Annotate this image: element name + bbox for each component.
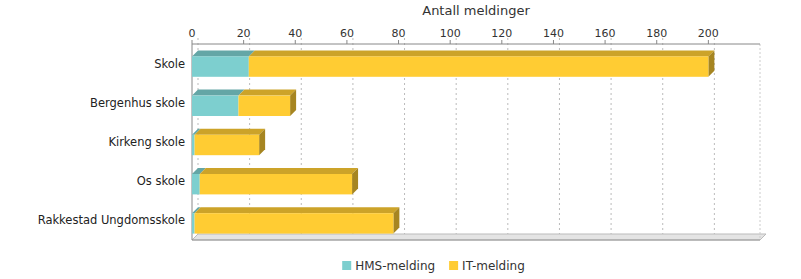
category-label: Bergenhus skole	[90, 96, 185, 110]
category-label: Rakkestad Ungdomsskole	[38, 213, 185, 227]
legend-swatch	[342, 261, 351, 270]
bar-side	[708, 50, 714, 76]
bar-top	[192, 90, 244, 96]
tick-label: 160	[595, 27, 616, 40]
tick-label: 100	[440, 27, 461, 40]
tick-mark	[553, 40, 554, 44]
tick-mark	[346, 40, 347, 44]
floor	[192, 234, 766, 240]
tick-mark	[708, 40, 709, 44]
bar-top	[200, 168, 358, 174]
axis-title: Antall meldinger	[422, 3, 530, 18]
tick-label: 60	[340, 27, 354, 40]
bar-top	[249, 50, 715, 56]
tick-label: 200	[698, 27, 719, 40]
bar-top	[238, 90, 296, 96]
tick-label: 180	[646, 27, 667, 40]
chart: Antall meldinger 0 20 40 60 80 100 120 140 160 180…	[0, 0, 801, 279]
bar	[192, 96, 238, 116]
tick-label: 140	[543, 27, 564, 40]
category-label: Kirkeng skole	[108, 135, 185, 149]
tick-mark	[243, 40, 244, 44]
bar	[192, 56, 249, 76]
bar	[192, 174, 200, 194]
tick-mark	[450, 40, 451, 44]
bar	[238, 96, 290, 116]
chart-svg: Antall meldinger 0 20 40 60 80 100 120 140 160 180…	[0, 0, 801, 279]
bar-side	[259, 129, 265, 155]
bars	[192, 50, 714, 233]
bar-side	[393, 207, 399, 233]
bar	[192, 213, 195, 233]
legend-label: HMS-melding	[355, 259, 435, 273]
legend-label: IT-melding	[462, 259, 525, 273]
x-range-line	[192, 240, 760, 241]
bar-top	[192, 50, 255, 56]
bar-side	[290, 90, 296, 116]
tick-label: 20	[237, 27, 251, 40]
bar-top	[195, 129, 266, 135]
tick-label: 0	[189, 27, 196, 40]
tick-mark	[295, 40, 296, 44]
tick-mark	[398, 40, 399, 44]
bar-side	[352, 168, 358, 194]
tick-label: 80	[392, 27, 406, 40]
legend: HMS-melding IT-melding	[342, 259, 525, 273]
bar-top	[195, 207, 400, 213]
tick-label: 40	[288, 27, 302, 40]
legend-swatch	[449, 261, 458, 270]
x-axis-line	[192, 44, 760, 45]
tick-mark	[656, 40, 657, 44]
bar	[192, 135, 195, 155]
bar	[200, 174, 352, 194]
tick-label: 120	[491, 27, 512, 40]
bar	[195, 135, 260, 155]
tick-mark	[501, 40, 502, 44]
tick-mark	[605, 40, 606, 44]
x-range-end	[760, 44, 761, 240]
tick-mark	[192, 40, 193, 44]
bar	[195, 213, 394, 233]
category-label: Os skole	[137, 174, 185, 188]
category-label: Skole	[154, 57, 185, 71]
bar	[249, 56, 709, 76]
